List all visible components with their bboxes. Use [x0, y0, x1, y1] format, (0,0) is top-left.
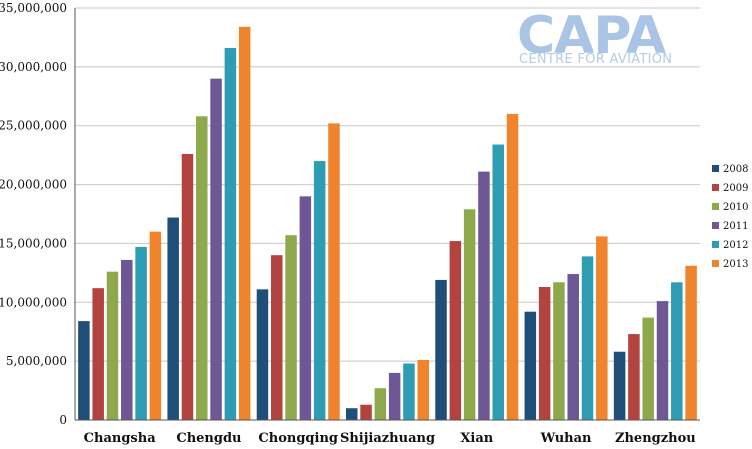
bar-xian-2012 [492, 144, 504, 420]
bar-xian-2008 [435, 279, 447, 420]
bar-zhengzhou-2008 [613, 351, 626, 420]
bar-changsha-2011 [121, 259, 133, 420]
bar-changsha-2008 [78, 321, 90, 420]
bar-chengdu-2013 [238, 26, 251, 420]
bar-xian-2013 [506, 113, 519, 420]
legend-label: 2008 [723, 164, 748, 175]
y-axis-ticks: 0 5,000,000 10,000,000 15,000,000 20,000,000… [0, 1, 67, 427]
logo-tagline: CENTRE FOR AVIATION [519, 52, 672, 67]
bar-zhengzhou-2011 [656, 301, 669, 420]
bar-wuhan-2008 [524, 311, 537, 420]
bar-zhengzhou-2009 [628, 334, 640, 420]
x-category-label: Zhengzhou [615, 431, 696, 446]
bar-wuhan-2013 [596, 236, 608, 420]
x-axis: Changsha Chengdu Chongqing Shijiazhuang Xian… [74, 8, 700, 446]
bar-zhengzhou-2012 [671, 282, 683, 420]
bar-chongqing-2009 [271, 255, 283, 420]
y-tick-label: 35,000,000 [0, 1, 67, 15]
bar-xian-2009 [449, 241, 462, 420]
bar-zhengzhou-2010 [642, 317, 654, 420]
y-tick-label: 0 [59, 413, 67, 427]
bar-chengdu-2011 [210, 78, 222, 420]
y-tick-label: 10,000,000 [0, 295, 67, 309]
legend-swatch [712, 184, 719, 191]
y-tick-label: 5,000,000 [6, 354, 67, 368]
x-category-label: Xian [460, 431, 493, 446]
y-tick-label: 30,000,000 [0, 60, 67, 74]
bar-shijiazhuang-2010 [374, 388, 387, 420]
y-tick-label: 20,000,000 [0, 178, 67, 192]
bar-zhengzhou-2013 [685, 265, 697, 420]
y-tick-label: 15,000,000 [0, 236, 67, 250]
logo-name: CAPA [517, 6, 666, 66]
legend-label: 2010 [723, 202, 748, 213]
bar-shijiazhuang-2008 [346, 408, 358, 420]
bar-changsha-2013 [149, 231, 162, 420]
x-category-label: Wuhan [540, 431, 592, 446]
bars [78, 26, 697, 421]
bar-chongqing-2011 [299, 196, 312, 420]
legend: 2008 2009 2010 2011 2012 2013 [712, 164, 748, 270]
bar-xian-2011 [478, 171, 490, 420]
bar-chongqing-2012 [313, 161, 326, 420]
legend-swatch [712, 241, 719, 248]
legend-label: 2013 [723, 259, 748, 270]
bar-changsha-2010 [106, 271, 119, 420]
bar-wuhan-2012 [581, 256, 594, 420]
bar-wuhan-2011 [567, 274, 579, 420]
bar-shijiazhuang-2009 [360, 404, 372, 420]
y-tick-label: 25,000,000 [0, 119, 67, 133]
legend-label: 2011 [723, 221, 748, 232]
legend-swatch [712, 165, 719, 172]
bar-chengdu-2010 [196, 116, 208, 420]
bar-chengdu-2009 [181, 153, 194, 421]
bar-shijiazhuang-2011 [388, 372, 401, 420]
bar-shijiazhuang-2012 [403, 363, 415, 420]
bar-chongqing-2008 [256, 289, 269, 420]
bar-chengdu-2008 [167, 217, 179, 420]
bar-changsha-2009 [92, 288, 104, 420]
legend-label: 2012 [723, 240, 748, 251]
x-category-label: Chongqing [258, 431, 338, 446]
bar-xian-2010 [463, 209, 476, 420]
legend-swatch [712, 203, 719, 210]
legend-swatch [712, 222, 719, 229]
x-category-label: Shijiazhuang [340, 431, 435, 446]
x-category-label: Changsha [84, 431, 157, 446]
bar-shijiazhuang-2013 [417, 359, 429, 420]
legend-swatch [712, 260, 719, 267]
bar-chongqing-2013 [328, 123, 340, 421]
bar-chongqing-2010 [285, 235, 297, 420]
x-category-label: Chengdu [176, 431, 241, 446]
bar-changsha-2012 [135, 246, 147, 420]
bar-wuhan-2009 [538, 286, 551, 420]
gridlines [75, 7, 700, 362]
bar-chengdu-2012 [224, 48, 237, 420]
capa-logo: CAPA CENTRE FOR AVIATION [517, 6, 672, 67]
legend-label: 2009 [723, 183, 748, 194]
bar-wuhan-2010 [553, 282, 565, 420]
